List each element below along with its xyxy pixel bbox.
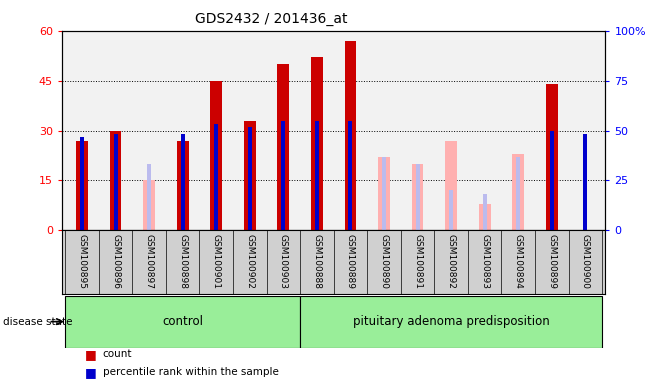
Bar [277, 64, 289, 230]
Bar [281, 121, 285, 230]
Bar [415, 164, 419, 230]
Text: GSM100892: GSM100892 [447, 233, 456, 288]
Bar [516, 157, 520, 230]
Bar [248, 127, 252, 230]
Bar [65, 296, 300, 348]
Text: count: count [103, 349, 132, 359]
Text: GSM100900: GSM100900 [581, 233, 590, 288]
Bar [180, 134, 185, 230]
Bar [109, 131, 121, 230]
Bar [344, 41, 356, 230]
Text: GSM100901: GSM100901 [212, 233, 221, 288]
Text: GSM100894: GSM100894 [514, 233, 523, 288]
Text: GSM100898: GSM100898 [178, 233, 187, 288]
Bar [113, 134, 118, 230]
Bar [546, 84, 558, 230]
Bar [378, 157, 390, 230]
Text: GSM100890: GSM100890 [380, 233, 389, 288]
Bar [80, 137, 84, 230]
Text: GDS2432 / 201436_at: GDS2432 / 201436_at [195, 12, 348, 25]
Bar [147, 164, 151, 230]
Bar [445, 141, 457, 230]
Text: GSM100897: GSM100897 [145, 233, 154, 288]
Bar [214, 124, 218, 230]
Text: control: control [162, 315, 203, 328]
Text: GSM100893: GSM100893 [480, 233, 489, 288]
Text: ■: ■ [85, 366, 96, 379]
Bar [549, 131, 554, 230]
Bar [583, 134, 587, 230]
Text: GSM100895: GSM100895 [77, 233, 87, 288]
Bar [315, 121, 319, 230]
Bar [449, 190, 453, 230]
Text: GSM100903: GSM100903 [279, 233, 288, 288]
Text: ■: ■ [85, 348, 96, 361]
Bar [311, 57, 323, 230]
Bar [300, 296, 602, 348]
Bar [512, 154, 524, 230]
Bar [382, 157, 386, 230]
Bar [244, 121, 256, 230]
Text: pituitary adenoma predisposition: pituitary adenoma predisposition [353, 315, 549, 328]
Bar [177, 141, 189, 230]
Text: GSM100902: GSM100902 [245, 233, 255, 288]
Text: percentile rank within the sample: percentile rank within the sample [103, 367, 279, 377]
Text: GSM100888: GSM100888 [312, 233, 322, 288]
Bar [348, 121, 352, 230]
Text: GSM100891: GSM100891 [413, 233, 422, 288]
Text: GSM100899: GSM100899 [547, 233, 556, 288]
Bar [411, 164, 423, 230]
Bar [143, 180, 155, 230]
Bar [210, 81, 222, 230]
Bar [478, 204, 490, 230]
Text: GSM100889: GSM100889 [346, 233, 355, 288]
Bar [76, 141, 88, 230]
Text: disease state: disease state [3, 316, 73, 327]
Bar [482, 194, 487, 230]
Text: GSM100896: GSM100896 [111, 233, 120, 288]
